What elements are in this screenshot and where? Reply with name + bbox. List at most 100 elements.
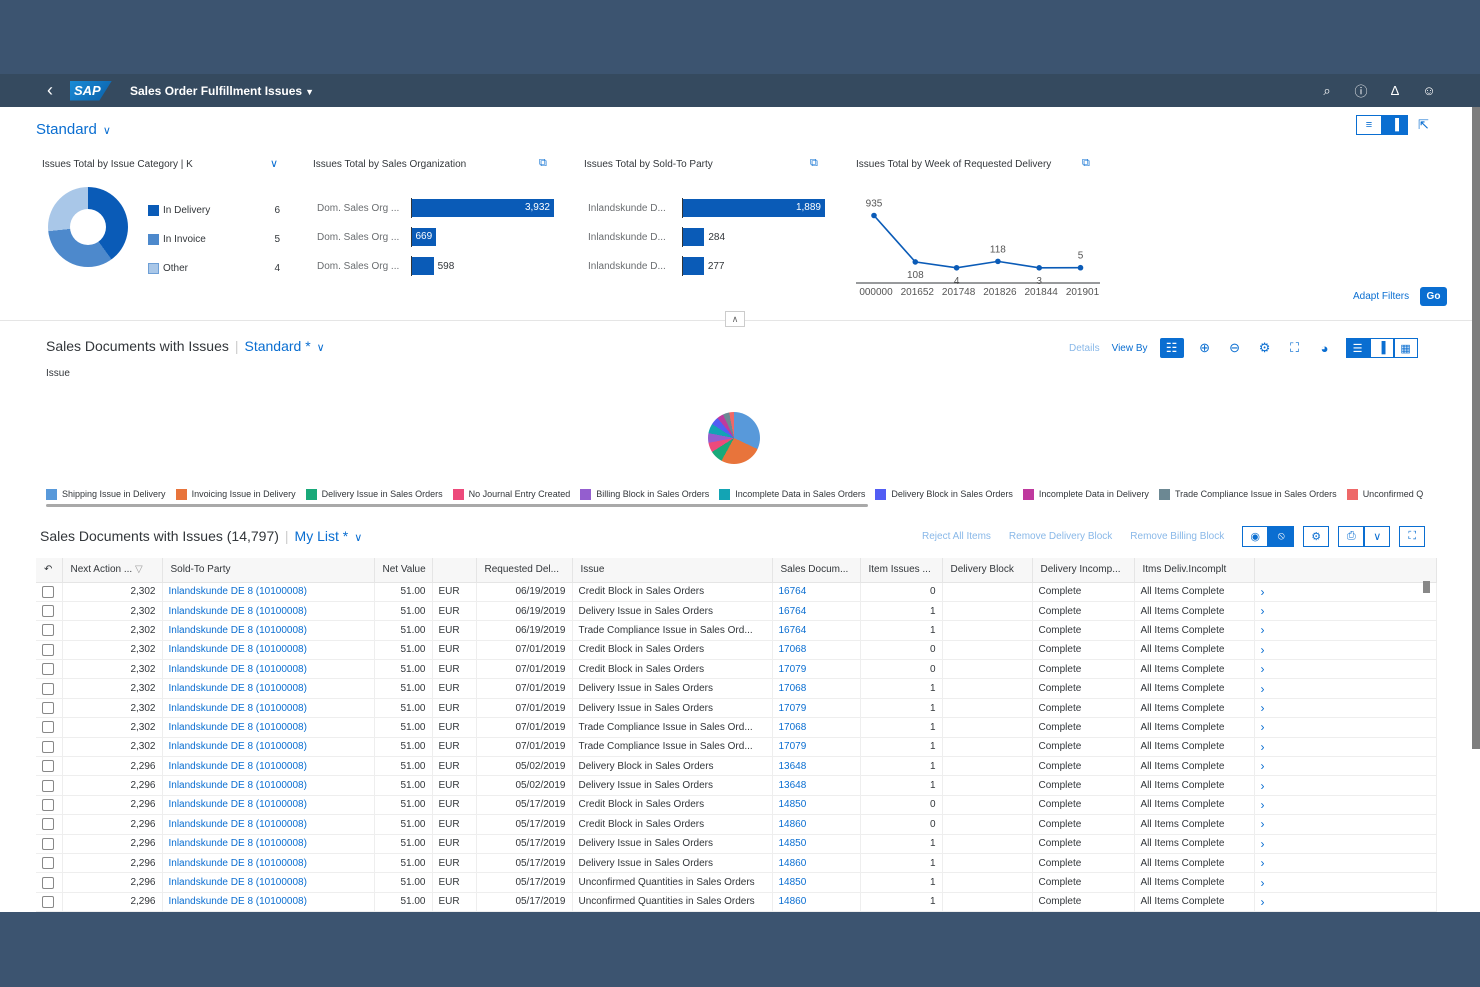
table-cell[interactable]: 14850 <box>772 834 861 854</box>
chart-legend-item[interactable]: Unconfirmed Q <box>1346 485 1423 503</box>
list-view-icon[interactable]: ≡ <box>1356 115 1382 135</box>
table-cell[interactable]: 17068 <box>772 678 861 699</box>
chart-legend-item[interactable]: Delivery Block in Sales Orders <box>875 485 1013 503</box>
table-row[interactable]: 2,296 Inlandskunde DE 8 (10100008) 51.00 EU… <box>36 775 1437 796</box>
chevron-right-icon[interactable]: › <box>1260 584 1265 599</box>
table-row[interactable]: 2,296 Inlandskunde DE 8 (10100008) 51.00 EU… <box>36 795 1437 816</box>
table-cell[interactable]: 13648 <box>772 756 861 777</box>
column-header[interactable]: Net Value <box>374 558 433 583</box>
table-cell[interactable]: Inlandskunde DE 8 (10100008) <box>162 872 375 893</box>
open-chart-icon[interactable]: ⧉ <box>810 157 818 169</box>
table-cell[interactable]: Inlandskunde DE 8 (10100008) <box>162 678 375 699</box>
column-header[interactable]: Item Issues ... <box>860 558 943 583</box>
table-cell[interactable]: 17079 <box>772 698 861 719</box>
table-cell[interactable]: Inlandskunde DE 8 (10100008) <box>162 620 375 641</box>
zoom-out-icon[interactable]: ⊖ <box>1229 340 1240 355</box>
bar-row[interactable]: Dom. Sales Org ... 3,932 <box>317 198 557 218</box>
chevron-down-icon[interactable]: ∨ <box>270 158 279 170</box>
bar-row[interactable]: Inlandskunde D... 284 <box>588 227 828 247</box>
row-checkbox[interactable] <box>42 760 54 773</box>
row-checkbox[interactable] <box>42 837 54 850</box>
chart-view-icon[interactable]: ▐ <box>1382 115 1408 135</box>
chevron-left-icon[interactable]: ‹ <box>47 80 53 100</box>
chevron-right-icon[interactable]: › <box>1260 875 1265 890</box>
row-checkbox[interactable] <box>42 663 54 676</box>
table-row[interactable]: 2,302 Inlandskunde DE 8 (10100008) 51.00 EU… <box>36 737 1437 758</box>
table-row[interactable]: 2,302 Inlandskunde DE 8 (10100008) 51.00 EU… <box>36 659 1437 680</box>
table-cell[interactable]: 14850 <box>772 795 861 816</box>
legend-scrollbar[interactable] <box>46 504 868 507</box>
chevron-right-icon[interactable]: › <box>1260 739 1265 754</box>
fullscreen-icon[interactable]: ⛶ <box>1289 340 1300 355</box>
card-sales-organization[interactable]: Issues Total by Sales Organization ⧉ Dom… <box>313 157 554 299</box>
chevron-down-icon[interactable]: ∨ <box>1364 526 1391 547</box>
app-title-menu[interactable]: Sales Order Fulfillment Issues ▼ <box>130 84 314 98</box>
data-point[interactable] <box>1036 265 1042 271</box>
row-checkbox[interactable] <box>42 624 54 637</box>
table-cell[interactable]: 14860 <box>772 892 861 912</box>
chevron-right-icon[interactable]: › <box>1260 642 1265 657</box>
table-row[interactable]: 2,296 Inlandskunde DE 8 (10100008) 51.00 EU… <box>36 853 1437 874</box>
table-variant-selector[interactable]: My List * <box>294 528 349 544</box>
data-point[interactable] <box>953 264 960 271</box>
table-fullscreen-icon[interactable]: ⛶ <box>1399 526 1426 547</box>
row-checkbox[interactable] <box>42 876 54 889</box>
row-checkbox[interactable] <box>42 702 54 715</box>
row-checkbox[interactable] <box>42 818 54 831</box>
sap-logo[interactable]: SAP <box>70 80 112 101</box>
table-row[interactable]: 2,296 Inlandskunde DE 8 (10100008) 51.00 EU… <box>36 756 1437 777</box>
view-by-button[interactable]: View By <box>1111 342 1148 354</box>
table-cell[interactable]: Inlandskunde DE 8 (10100008) <box>162 834 375 854</box>
table-row[interactable]: 2,302 Inlandskunde DE 8 (10100008) 51.00 EU… <box>36 678 1437 699</box>
table-cell[interactable]: Inlandskunde DE 8 (10100008) <box>162 582 375 602</box>
table-row[interactable]: 2,296 Inlandskunde DE 8 (10100008) 51.00 EU… <box>36 892 1437 912</box>
remove-billing-block-button[interactable]: Remove Billing Block <box>1130 531 1225 542</box>
table-scrollbar-thumb[interactable] <box>1423 581 1430 593</box>
chevron-right-icon[interactable]: › <box>1260 817 1265 832</box>
table-cell[interactable]: 16764 <box>772 620 861 641</box>
table-row[interactable]: 2,296 Inlandskunde DE 8 (10100008) 51.00 EU… <box>36 872 1437 893</box>
zoom-in-icon[interactable]: ⊕ <box>1199 340 1210 355</box>
chevron-right-icon[interactable]: › <box>1260 701 1265 716</box>
chart-legend-item[interactable]: Incomplete Data in Sales Orders <box>719 485 865 503</box>
undo-icon[interactable]: ↶ <box>36 558 63 583</box>
column-header[interactable]: Delivery Incomp... <box>1032 558 1135 583</box>
table-cell[interactable]: 16764 <box>772 601 861 622</box>
export-icon[interactable]: ⎙ <box>1338 526 1365 547</box>
table-cell[interactable]: Inlandskunde DE 8 (10100008) <box>162 640 375 661</box>
card-issue-category[interactable]: Issues Total by Issue Category | K ∨ In … <box>42 158 282 299</box>
table-cell[interactable]: 13648 <box>772 775 861 796</box>
legend-toggle-icon[interactable]: ☷ <box>1159 338 1184 358</box>
data-point[interactable] <box>912 259 919 265</box>
chart-legend-item[interactable]: Shipping Issue in Delivery <box>46 485 166 503</box>
table-cell[interactable]: 14860 <box>772 853 861 874</box>
chart-variant-selector[interactable]: Standard * <box>244 338 311 354</box>
chart-legend-item[interactable]: Delivery Issue in Sales Orders <box>305 485 443 503</box>
card-sold-to-party[interactable]: Issues Total by Sold-To Party ⧉ Inlandsk… <box>584 157 825 299</box>
table-cell[interactable]: 17068 <box>772 717 861 738</box>
table-cell[interactable]: Inlandskunde DE 8 (10100008) <box>162 601 375 622</box>
row-checkbox[interactable] <box>42 895 54 908</box>
row-checkbox[interactable] <box>42 779 54 792</box>
row-checkbox[interactable] <box>42 740 54 753</box>
bar-row[interactable]: Dom. Sales Org ... 669 <box>317 227 557 247</box>
chevron-right-icon[interactable]: › <box>1260 604 1265 619</box>
go-button[interactable]: Go <box>1420 287 1447 306</box>
show-details-icon[interactable]: ◉ <box>1242 526 1269 547</box>
table-settings-icon[interactable]: ⚙ <box>1303 526 1330 547</box>
details-button[interactable]: Details <box>1069 342 1100 354</box>
adapt-filters-link[interactable]: Adapt Filters <box>1353 291 1410 302</box>
legend-item[interactable]: In Delivery 6 <box>148 205 280 216</box>
variant-selector[interactable]: Standard ∨ <box>36 121 111 138</box>
chart-legend-item[interactable]: Incomplete Data in Delivery <box>1022 485 1149 503</box>
table-row[interactable]: 2,302 Inlandskunde DE 8 (10100008) 51.00 EU… <box>36 717 1437 738</box>
chevron-right-icon[interactable]: › <box>1260 759 1265 774</box>
help-icon[interactable]: ⓘ <box>1354 84 1368 99</box>
reject-all-items-button[interactable]: Reject All Items <box>922 531 991 542</box>
table-cell[interactable]: Inlandskunde DE 8 (10100008) <box>162 814 375 835</box>
bar-row[interactable]: Dom. Sales Org ... 598 <box>317 256 557 276</box>
row-checkbox[interactable] <box>42 798 54 811</box>
open-chart-icon[interactable]: ⧉ <box>1082 157 1090 169</box>
data-point[interactable] <box>871 212 877 219</box>
